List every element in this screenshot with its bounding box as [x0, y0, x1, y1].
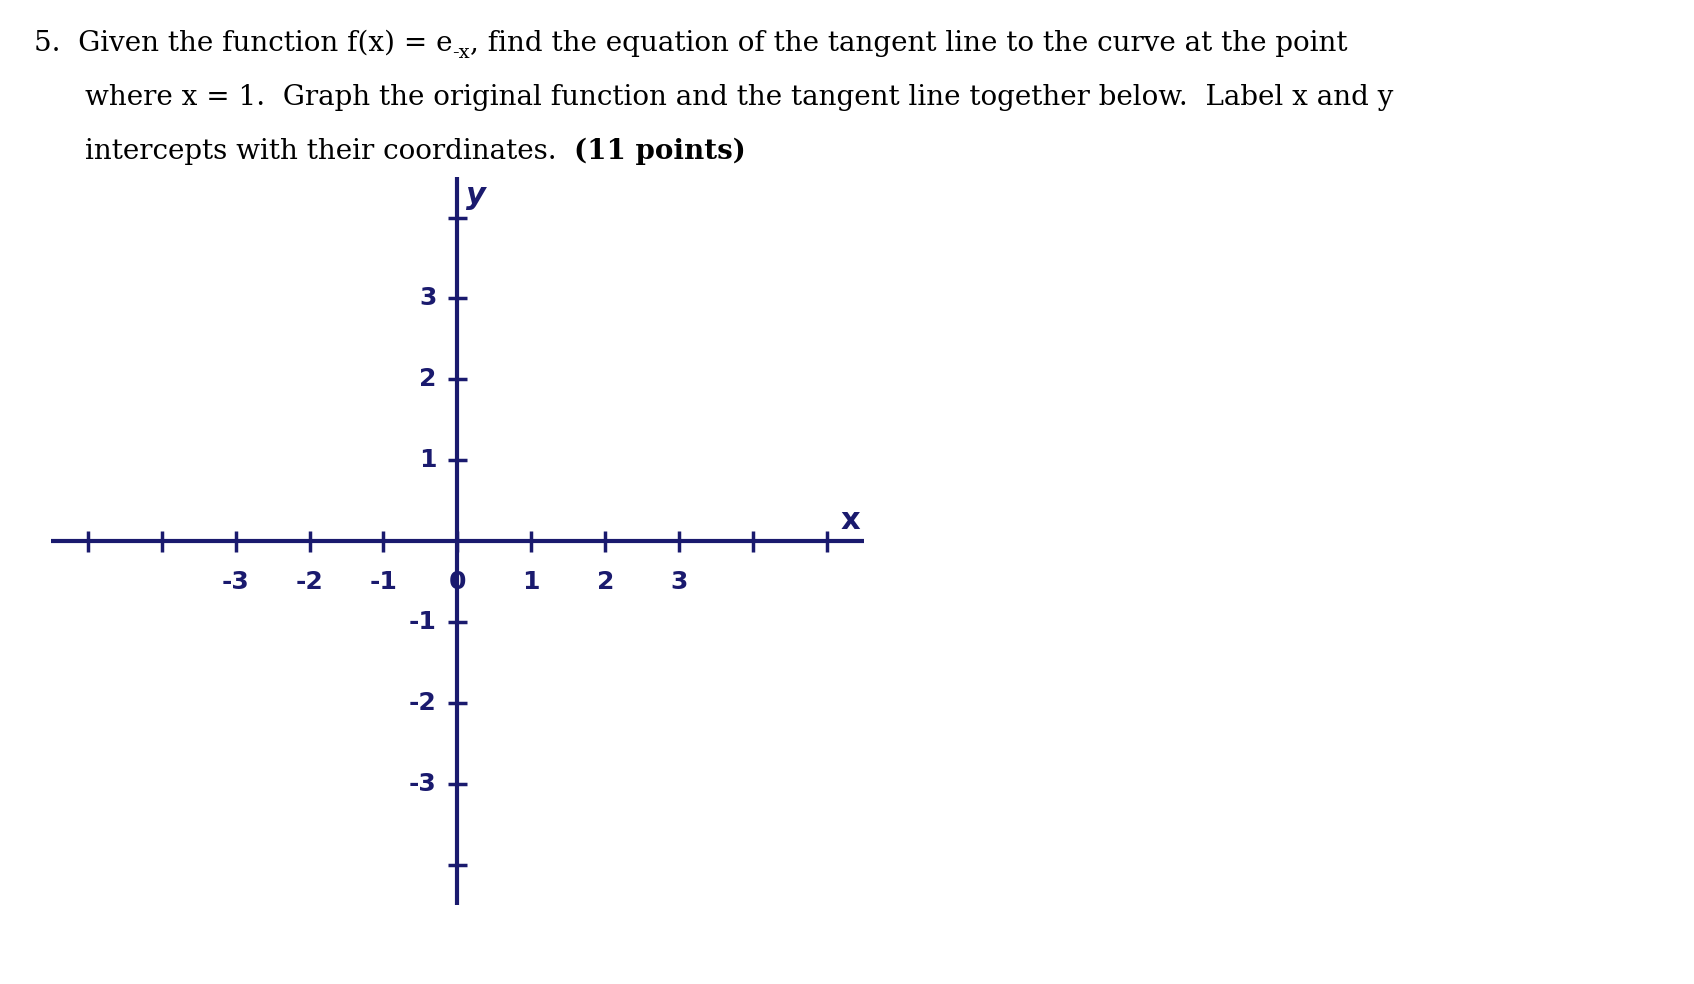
Text: -1: -1 — [369, 570, 398, 593]
Text: 2: 2 — [596, 570, 613, 593]
Text: -3: -3 — [408, 771, 437, 796]
Text: intercepts with their coordinates.: intercepts with their coordinates. — [85, 138, 574, 164]
Text: 3: 3 — [671, 570, 688, 593]
Text: , find the equation of the tangent line to the curve at the point: , find the equation of the tangent line … — [469, 30, 1347, 56]
Text: where x = 1.  Graph the original function and the tangent line together below.  : where x = 1. Graph the original function… — [85, 84, 1392, 110]
Text: 3: 3 — [420, 286, 437, 311]
Text: x: x — [840, 506, 861, 534]
Text: 0: 0 — [449, 570, 466, 593]
Text: -x: -x — [452, 44, 469, 62]
Text: -3: -3 — [222, 570, 249, 593]
Text: -1: -1 — [408, 610, 437, 634]
Text: 1: 1 — [418, 449, 437, 472]
Text: y: y — [466, 181, 486, 211]
Text: -2: -2 — [296, 570, 324, 593]
Text: 2: 2 — [420, 367, 437, 392]
Text: 5.  Given the function f(x) = e: 5. Given the function f(x) = e — [34, 30, 452, 56]
Text: (11 points): (11 points) — [574, 138, 745, 165]
Text: -2: -2 — [408, 691, 437, 715]
Text: 1: 1 — [522, 570, 540, 593]
